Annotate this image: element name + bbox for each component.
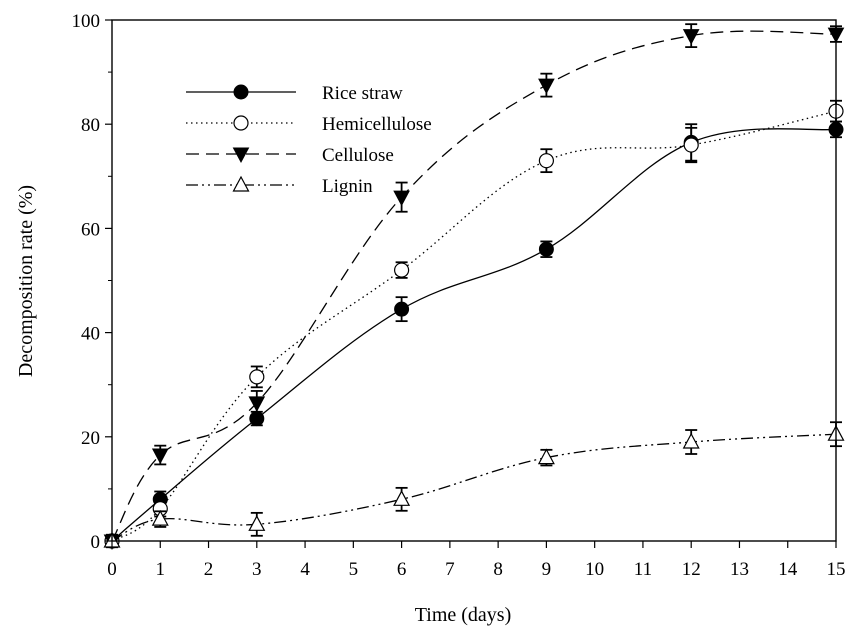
data-point [538,153,555,169]
x-axis-label: Time (days) [415,604,511,626]
y-tick-label: 0 [91,532,101,553]
legend-label: Cellulose [322,145,394,166]
x-tick-label: 11 [634,559,652,580]
data-point [393,490,411,506]
data-point [538,78,555,95]
y-tick-label: 100 [72,11,101,32]
x-tick-label: 8 [493,559,503,580]
series-line [111,128,837,542]
y-tick-label: 20 [81,428,100,449]
series-cellulose [103,23,845,551]
plot-frame [111,19,837,542]
series-layer [103,23,845,551]
data-point [249,369,265,385]
legend-item-hemicellulose: Hemicellulose [186,114,432,135]
legend: Rice straw Hemicellulose Cellulose Lignin [186,83,432,197]
x-tick-label: 1 [156,559,166,580]
data-point [537,448,555,465]
y-tick-label: 40 [81,324,100,345]
series-line [111,110,837,542]
legend-label: Lignin [322,176,373,197]
data-point [394,301,410,317]
legend-label: Hemicellulose [322,114,432,135]
series-line [111,30,837,542]
data-point [538,241,554,257]
data-point [683,137,699,153]
x-tick-label: 6 [397,559,407,580]
x-tick-label: 4 [300,559,310,580]
series-hemicellulose [104,99,844,549]
x-tick-label: 10 [585,559,604,580]
x-tick-label: 12 [682,559,701,580]
x-tick-label: 3 [252,559,262,580]
x-tick-label: 15 [827,559,846,580]
data-point [248,515,266,531]
legend-marker [232,147,250,164]
data-point [151,509,169,526]
legend-item-lignin: Lignin [186,175,373,197]
data-point [394,262,410,278]
legend-label: Rice straw [322,83,403,104]
data-point [682,29,700,45]
y-tick-label: 80 [81,115,100,136]
x-tick-label: 2 [204,559,214,580]
y-tick-label: 60 [81,219,100,240]
x-tick-label: 13 [730,559,749,580]
data-point [393,190,410,207]
legend-marker [233,115,249,131]
x-tick-label: 0 [107,559,117,580]
series-line [111,433,837,542]
data-point [151,448,169,465]
legend-marker [232,175,250,192]
x-tick-label: 9 [542,559,552,580]
x-tick-label: 14 [778,559,798,580]
legend-marker [233,84,249,100]
x-tick-label: 7 [445,559,455,580]
data-point [248,396,266,412]
legend-item-rice-straw: Rice straw [186,83,403,104]
data-point [682,432,700,449]
series-lignin [103,421,845,548]
y-axis-label: Decomposition rate (%) [15,185,37,377]
legend-item-cellulose: Cellulose [186,145,394,166]
x-tick-label: 5 [349,559,359,580]
